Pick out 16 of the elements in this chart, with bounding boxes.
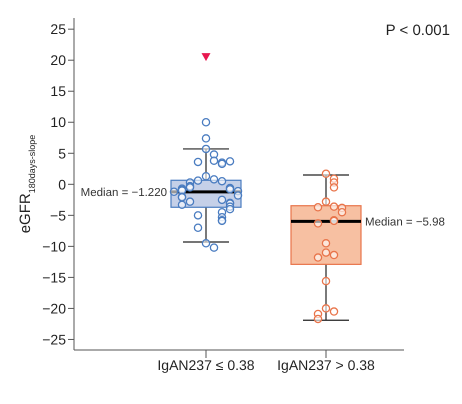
- y-tick-label: 0: [58, 176, 66, 192]
- y-tick-label: 15: [50, 83, 66, 100]
- y-tick-label: −20: [42, 300, 66, 316]
- annotation: Median = −1.220: [80, 186, 167, 199]
- x-tick-label: IgAN237 > 0.38: [277, 356, 376, 373]
- y-tick-label: 20: [50, 52, 66, 68]
- y-tick-label: 10: [50, 114, 66, 130]
- annotation: Median = −5.98: [365, 216, 445, 228]
- x-tick-label: IgAN237 ≤ 0.38: [157, 356, 255, 373]
- y-tick-label: −5: [50, 207, 66, 224]
- y-tick-label: 25: [50, 21, 66, 38]
- y-tick-label: 5: [58, 145, 66, 162]
- annotation: P < 0.001: [386, 22, 450, 39]
- y-tick-label: −10: [42, 238, 66, 254]
- y-tick-label: −15: [42, 269, 66, 286]
- y-tick-label: −25: [42, 331, 66, 348]
